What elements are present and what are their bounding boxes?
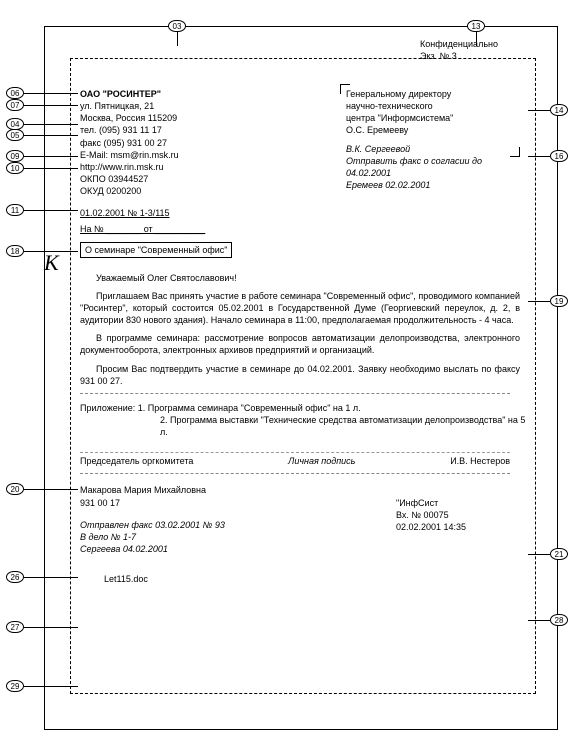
- sig-name: И.В. Нестеров: [450, 455, 510, 467]
- leader-line: [24, 105, 78, 106]
- conf-l1: Конфиденциально: [420, 38, 530, 50]
- callout-09: 09: [6, 150, 24, 162]
- callout-29: 29: [6, 680, 24, 692]
- sender-city: Москва, Россия 115209: [80, 112, 280, 124]
- resolution-block: В.К. Сергеевой Отправить факс о согласии…: [346, 143, 516, 192]
- leader-line: [24, 124, 78, 125]
- sender-org: ОАО "РОСИНТЕР": [80, 88, 280, 100]
- leader-line: [24, 686, 78, 687]
- callout-10: 10: [6, 162, 24, 174]
- in-l2: Вх. № 00075: [396, 509, 516, 521]
- callout-07: 07: [6, 99, 24, 111]
- attach-2: 2. Программа выставки "Технические средс…: [160, 414, 530, 438]
- leader-line: [24, 135, 78, 136]
- callout-28: 28: [550, 614, 568, 626]
- attach-1: Приложение: 1. Программа семинара "Совре…: [80, 402, 530, 414]
- sender-tel: тел. (095) 931 11 17: [80, 124, 280, 136]
- leader-line: [528, 110, 550, 111]
- callout-18: 18: [6, 245, 24, 257]
- callout-05: 05: [6, 129, 24, 141]
- callout-14: 14: [550, 104, 568, 116]
- callout-16: 16: [550, 150, 568, 162]
- exec-name: Макарова Мария Михайловна: [80, 484, 530, 496]
- sender-email: E-Mail: msm@rin.msk.ru: [80, 149, 280, 161]
- leader-line: [528, 301, 550, 302]
- callout-19: 19: [550, 295, 568, 307]
- divider: [80, 393, 510, 394]
- confidential-stamp: Конфиденциально Экз. № 3: [420, 38, 530, 62]
- attachment-block: Приложение: 1. Программа семинара "Совре…: [80, 402, 530, 438]
- res-l2: Отправить факс о согласии до 04.02.2001: [346, 155, 516, 179]
- addr-l1: Генеральному директору: [346, 88, 516, 100]
- registration-line: 01.02.2001 № 1-3/115: [80, 207, 530, 219]
- filename: Let115.doc: [104, 573, 530, 585]
- para-3: Просим Вас подтвердить участие в семинар…: [80, 363, 520, 387]
- sig-sign: Личная подпись: [288, 455, 355, 467]
- sender-okpo: ОКПО 03944527: [80, 173, 280, 185]
- conf-l2: Экз. № 3: [420, 50, 530, 62]
- leader-line: [476, 32, 477, 46]
- letter-content: Конфиденциально Экз. № 3 ОАО "РОСИНТЕР" …: [80, 64, 530, 585]
- leader-line: [24, 577, 78, 578]
- control-mark: К: [44, 248, 59, 278]
- leader-line: [24, 489, 78, 490]
- leader-line: [528, 554, 550, 555]
- bracket-icon: [340, 84, 350, 94]
- signature-row: Председатель оргкомитета Личная подпись …: [80, 452, 510, 467]
- in-l1: "ИнфСист: [396, 497, 516, 509]
- para-2: В программе семинара: рассмотрение вопро…: [80, 332, 520, 356]
- addr-l4: О.С. Еремееву: [346, 124, 516, 136]
- callout-20: 20: [6, 483, 24, 495]
- subject-box: О семинаре "Современный офис": [80, 242, 232, 258]
- leader-line: [528, 620, 550, 621]
- incoming-stamp: "ИнфСист Вх. № 00075 02.02.2001 14:35: [396, 497, 516, 533]
- sig-title: Председатель оргкомитета: [80, 455, 193, 467]
- body-text: Уважаемый Олег Святославович! Приглашаем…: [80, 272, 520, 387]
- para-1: Приглашаем Вас принять участие в работе …: [80, 290, 520, 326]
- in-l3: 02.02.2001 14:35: [396, 521, 516, 533]
- leader-line: [24, 210, 78, 211]
- callout-06: 06: [6, 87, 24, 99]
- sender-addr: ул. Пятницкая, 21: [80, 100, 280, 112]
- leader-line: [24, 168, 78, 169]
- leader-line: [528, 156, 550, 157]
- addr-l3: центра "Информсистема": [346, 112, 516, 124]
- leader-line: [24, 627, 78, 628]
- sender-fax: факс (095) 931 00 27: [80, 137, 280, 149]
- res-l1: В.К. Сергеевой: [346, 143, 516, 155]
- greeting: Уважаемый Олег Святославович!: [80, 272, 520, 284]
- reference-line: На № _______ от __________: [80, 223, 530, 235]
- callout-13: 13: [467, 20, 485, 32]
- leader-line: [177, 32, 178, 46]
- callout-03: 03: [168, 20, 186, 32]
- sender-web: http://www.rin.msk.ru: [80, 161, 280, 173]
- callout-26: 26: [6, 571, 24, 583]
- res-l3: Еремеев 02.02.2001: [346, 179, 516, 191]
- sender-block: ОАО "РОСИНТЕР" ул. Пятницкая, 21 Москва,…: [80, 88, 280, 197]
- leader-line: [24, 93, 78, 94]
- bracket-icon: [510, 147, 520, 157]
- sender-okud: ОКУД 0200200: [80, 185, 280, 197]
- addressee-block: Генеральному директору научно-техническо…: [346, 88, 516, 191]
- callout-11: 11: [6, 204, 24, 216]
- addr-l2: научно-технического: [346, 100, 516, 112]
- leader-line: [24, 251, 78, 252]
- disp-l3: Сергеева 04.02.2001: [80, 543, 530, 555]
- callout-21: 21: [550, 548, 568, 560]
- divider: [80, 473, 510, 474]
- leader-line: [24, 156, 78, 157]
- callout-27: 27: [6, 621, 24, 633]
